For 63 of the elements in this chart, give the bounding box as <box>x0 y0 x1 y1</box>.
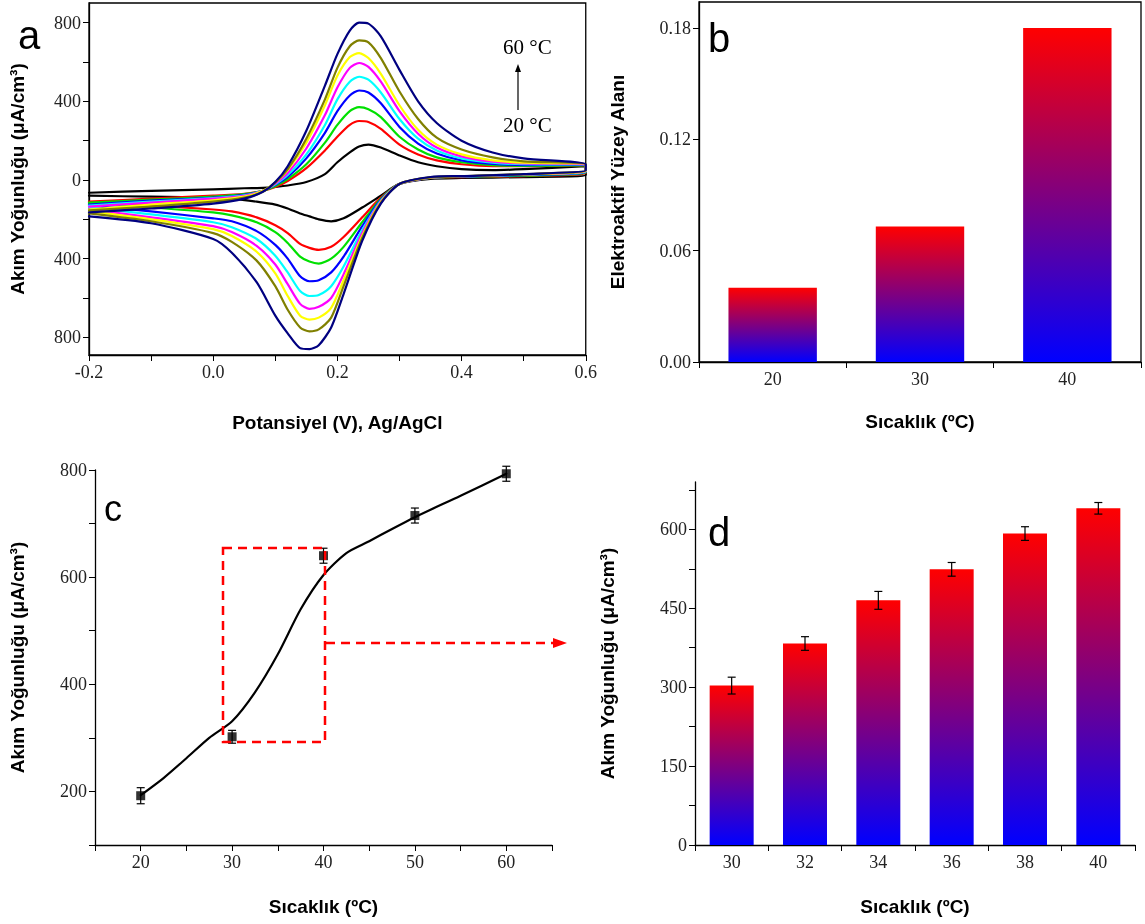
y-tick-label: 0.00 <box>659 352 691 372</box>
annotation: d <box>708 510 731 554</box>
x-tick-label: 40 <box>1089 852 1108 872</box>
y-tick-label: 150 <box>660 756 687 777</box>
bar <box>929 569 974 845</box>
y-tick-label: 450 <box>660 598 687 619</box>
bar <box>1003 533 1047 845</box>
point <box>410 511 420 521</box>
x-axis-title: Sıcaklık (ºC) <box>865 411 975 432</box>
y-tick-label: 400 <box>54 248 81 269</box>
x-axis-title: Sıcaklık (ºC) <box>860 896 970 917</box>
y-tick-label: 800 <box>54 12 81 33</box>
y-axis-title: Akım Yoğunluğu (μA/cm³) <box>597 547 618 780</box>
x-tick-label: 32 <box>796 852 814 872</box>
text: a <box>18 13 41 57</box>
y-tick-label: 200 <box>60 781 87 802</box>
annotation: 20 °C <box>503 112 552 137</box>
y-tick-label: 0 <box>678 835 687 855</box>
bar <box>1076 508 1121 845</box>
x-tick-label: -0.2 <box>74 362 104 382</box>
bar <box>783 643 827 845</box>
x-tick-label: 50 <box>405 852 424 872</box>
point <box>501 469 511 479</box>
point <box>136 791 146 801</box>
x-tick-label: 30 <box>722 852 741 872</box>
x-tick-label: 38 <box>1016 852 1034 872</box>
y-tick-label: 0.06 <box>659 240 691 261</box>
x-tick-label: 30 <box>223 852 242 872</box>
y-tick-label: 600 <box>60 567 87 588</box>
y-tick-label: 800 <box>60 460 87 480</box>
y-axis-title: Elektroaktif Yüzey Alanı <box>607 74 628 290</box>
bar <box>856 600 901 845</box>
annotation: c <box>104 487 122 529</box>
x-tick-label: 40 <box>1058 369 1077 389</box>
y-tick-label: 400 <box>54 91 81 112</box>
x-tick-label: 20 <box>763 369 782 389</box>
y-axis-title: Akım Yoğunluğu (μA/cm³) <box>7 63 28 295</box>
x-axis-title: Sıcaklık (ºC) <box>268 896 379 917</box>
y-tick-label: 600 <box>660 519 687 540</box>
bar <box>1023 27 1112 362</box>
x-tick-label: 30 <box>911 369 929 389</box>
y-axis-title: Akım Yoğunluğu (μA/cm³) <box>7 541 28 774</box>
y-tick-label: 400 <box>60 674 87 695</box>
x-tick-label: 0.4 <box>450 362 473 382</box>
bar <box>709 685 754 845</box>
x-tick-label: 36 <box>942 852 961 872</box>
y-tick-label: 300 <box>660 677 687 698</box>
x-tick-label: 20 <box>131 852 150 872</box>
x-tick-label: 34 <box>869 852 888 872</box>
x-tick-label: 0.2 <box>326 362 349 382</box>
x-axis-title: Potansiyel (V), Ag/AgCl <box>232 412 443 433</box>
y-tick-label: 0.12 <box>659 129 691 150</box>
x-tick-label: 60 <box>497 852 516 872</box>
x-tick-label: 0.6 <box>574 362 597 382</box>
annotation: b <box>708 16 731 60</box>
y-tick-label: 800 <box>54 327 81 348</box>
bar <box>728 287 817 362</box>
x-tick-label: 0.0 <box>201 362 225 382</box>
annotation: 60 °C <box>503 34 552 59</box>
y-tick-label: 0.18 <box>659 17 691 38</box>
y-tick-label: 0 <box>72 169 81 190</box>
x-tick-label: 40 <box>314 852 333 872</box>
bar <box>875 226 965 362</box>
